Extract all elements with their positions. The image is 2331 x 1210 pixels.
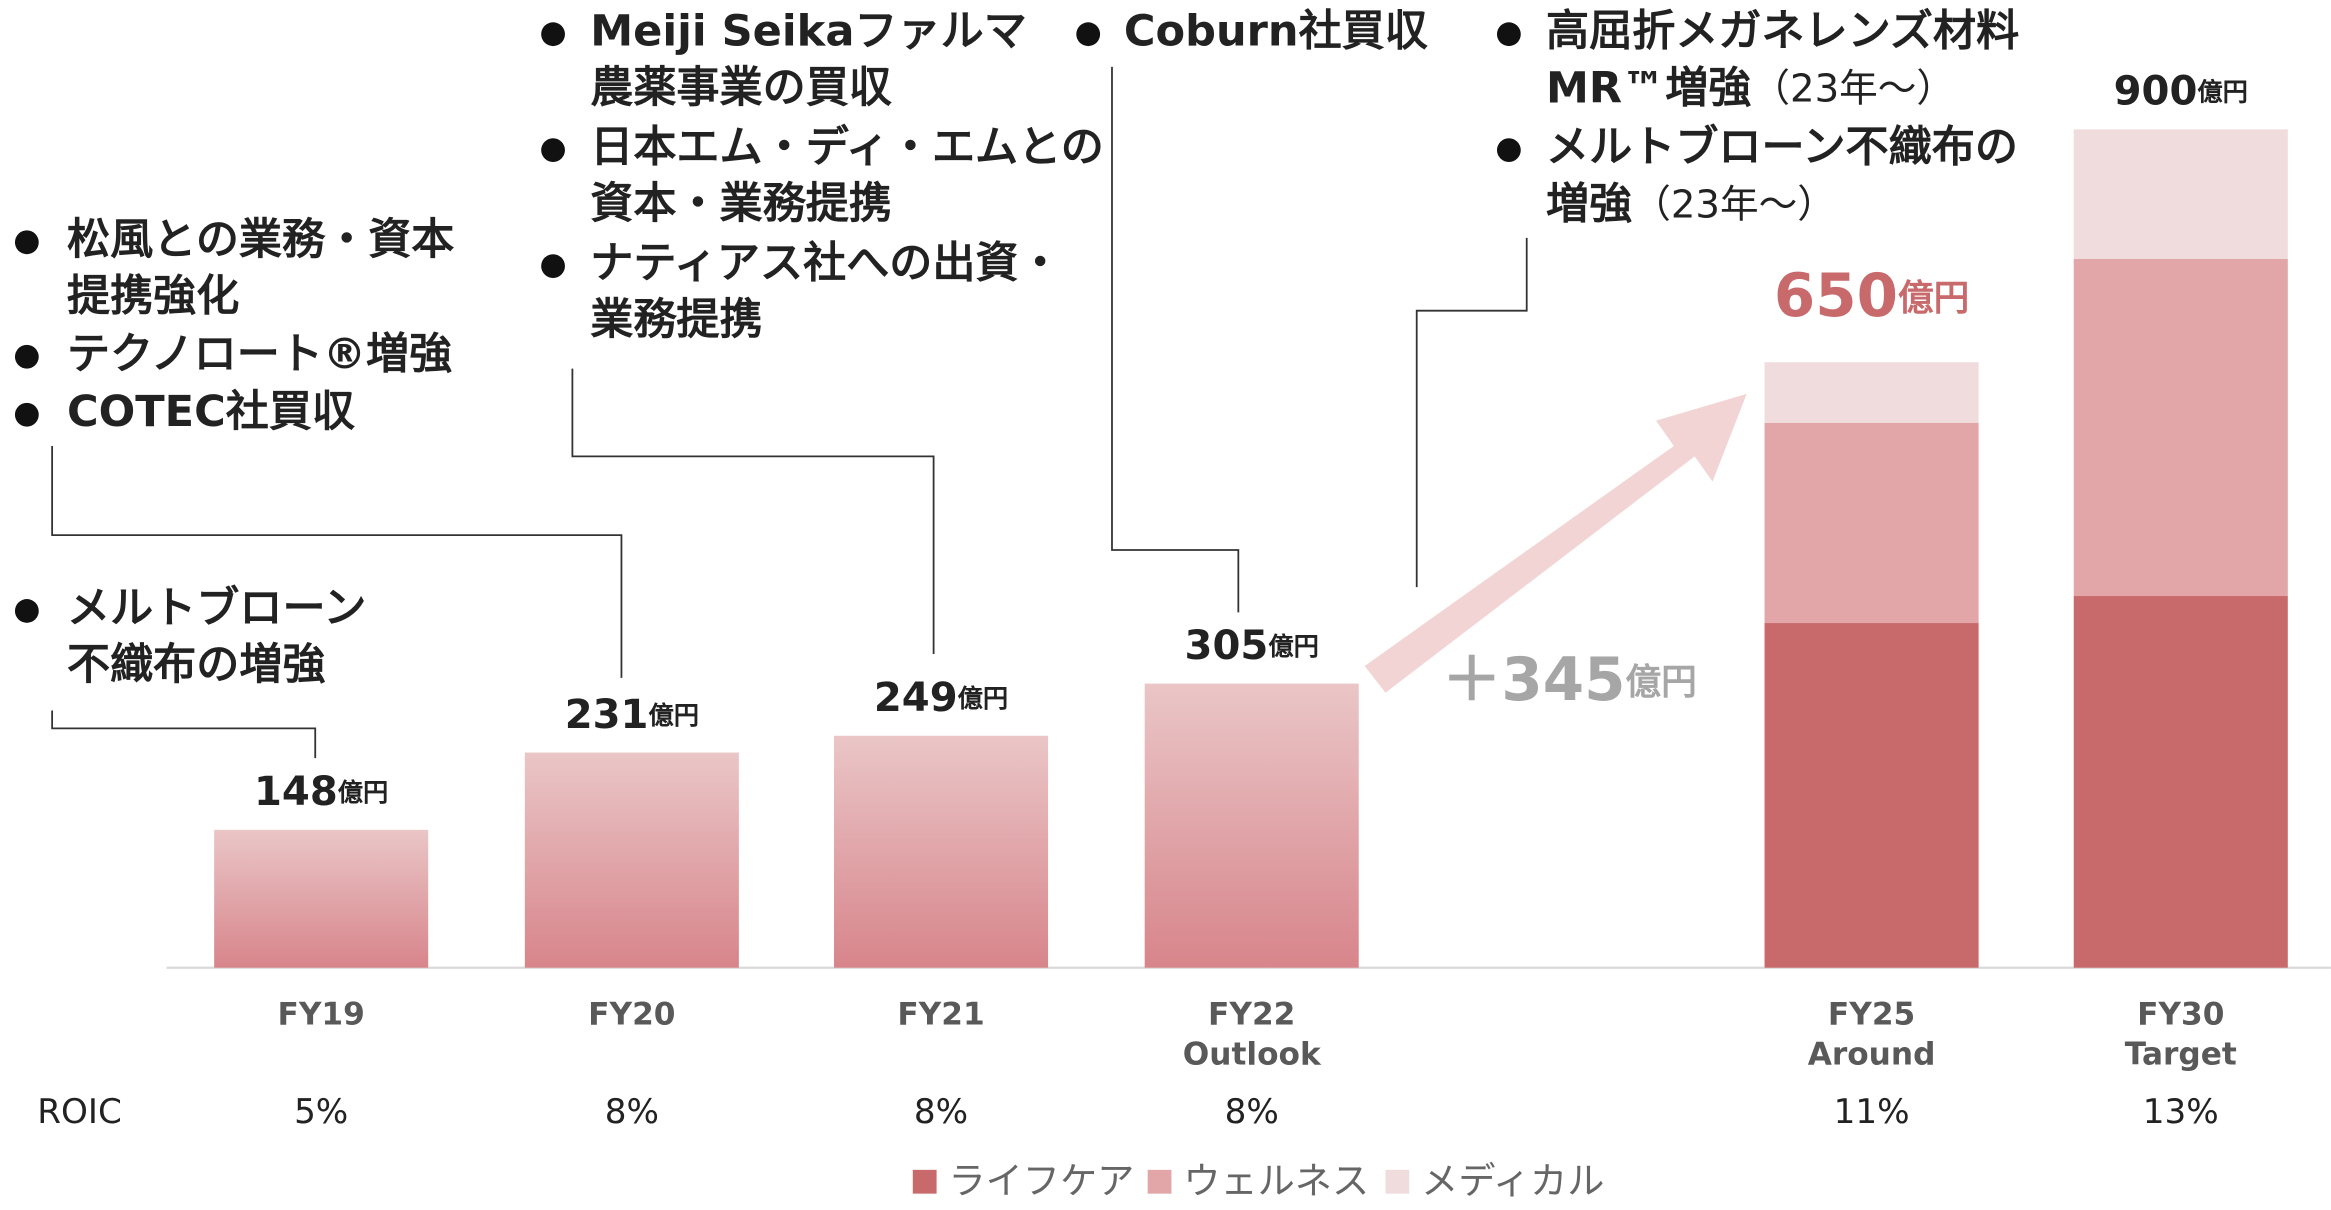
annotation-text: メルトブローン <box>67 583 367 633</box>
annotation-text: 日本エム・ディ・エムとの <box>590 123 1104 173</box>
legend-swatch <box>1385 1169 1410 1194</box>
total-label: 900億円 <box>2114 69 2248 115</box>
annotation-text: Coburn社買収 <box>1124 7 1429 57</box>
bullet <box>1496 138 1521 163</box>
annotation-text: MR™増強（23年〜） <box>1546 63 1955 113</box>
bullet <box>1076 22 1101 47</box>
annotation-text: 高屈折メガネレンズ材料 <box>1546 7 2019 57</box>
bullet <box>14 344 39 369</box>
roic-value: 8% <box>1225 1092 1279 1132</box>
bar-segment <box>1764 362 1979 423</box>
total-label: 231億円 <box>565 692 699 738</box>
x-tick-label: FY25 <box>1828 996 1915 1032</box>
x-tick-label: FY21 <box>897 996 984 1032</box>
roic-value: 5% <box>294 1092 348 1132</box>
bullet <box>1496 22 1521 47</box>
legend-label: ウェルネス <box>1183 1160 1369 1203</box>
total-unit: 億円 <box>338 778 389 807</box>
leader-line <box>51 710 317 759</box>
x-tick-label: Outlook <box>1183 1036 1322 1072</box>
total-value: 148 <box>254 769 338 815</box>
roic-value: 8% <box>605 1092 659 1132</box>
total-label: 249億円 <box>874 675 1008 721</box>
bar <box>524 752 739 968</box>
bar-segment <box>2073 258 2288 597</box>
total-unit: 億円 <box>1268 632 1319 661</box>
annotation-text: 増強（23年〜） <box>1546 179 1836 229</box>
annotation-text: テクノロート®増強 <box>67 329 452 379</box>
annotation-text: 提携強化 <box>67 271 239 321</box>
annotation-text: 不織布の増強 <box>67 640 326 690</box>
annotation-text: 松風との業務・資本 <box>67 215 454 265</box>
total-unit: 億円 <box>2197 78 2248 107</box>
total-unit: 億円 <box>1898 278 1969 319</box>
bar <box>1144 683 1359 968</box>
growth-label: ＋345億円 <box>1442 646 1697 715</box>
x-tick-label: FY30 <box>2137 996 2224 1032</box>
leader-line <box>51 445 623 678</box>
bullet <box>14 230 39 255</box>
x-tick-label: FY22 <box>1208 996 1295 1032</box>
leader-line <box>1111 66 1240 613</box>
bar-segment <box>2073 129 2288 259</box>
roic-value: 11% <box>1834 1092 1910 1132</box>
growth-unit: 億円 <box>1626 662 1697 703</box>
total-label: 650億円 <box>1774 262 1969 331</box>
annotation-note: （23年〜） <box>1751 66 1955 111</box>
x-tick-label: FY19 <box>278 996 365 1032</box>
total-unit: 億円 <box>958 684 1009 713</box>
total-label: 148億円 <box>254 769 388 815</box>
total-value: 900 <box>2114 69 2198 115</box>
legend-swatch <box>1147 1169 1172 1194</box>
leader-line <box>1415 237 1528 588</box>
roic-value: 8% <box>914 1092 968 1132</box>
annotation-text: 業務提携 <box>590 295 762 345</box>
legend-label: メディカル <box>1421 1160 1604 1203</box>
bullet <box>14 402 39 427</box>
bar-segment <box>1764 623 1979 968</box>
x-tick-label: Around <box>1808 1036 1936 1072</box>
bullet <box>14 599 39 623</box>
x-tick-label: Target <box>2125 1036 2237 1072</box>
bar-segment <box>2073 596 2288 968</box>
annotation-text: メルトブローン不織布の <box>1546 123 2018 173</box>
annotation-text: COTEC社買収 <box>67 387 356 437</box>
bullet <box>541 254 565 278</box>
legend-label: ライフケア <box>948 1160 1134 1203</box>
bar <box>834 735 1049 968</box>
x-tick-label: FY20 <box>588 996 675 1032</box>
bullet <box>541 22 565 47</box>
annotation-note: （23年〜） <box>1632 182 1836 227</box>
legend-swatch <box>912 1169 937 1194</box>
total-value: 305 <box>1185 623 1269 669</box>
growth-arrow <box>1364 393 1747 693</box>
growth-value: ＋345 <box>1442 646 1626 715</box>
bar-segment <box>1764 422 1979 624</box>
annotation-text: ナティアス社への出資・ <box>590 239 1061 289</box>
annotation-text: 資本・業務提携 <box>590 179 892 229</box>
annotation-text: 農薬事業の買収 <box>590 63 893 113</box>
roic-label: ROIC <box>37 1092 122 1132</box>
total-value: 650 <box>1774 262 1898 331</box>
leader-line <box>571 368 935 655</box>
total-unit: 億円 <box>648 701 699 730</box>
roic-value: 13% <box>2143 1092 2219 1132</box>
total-value: 249 <box>874 675 958 721</box>
bar <box>214 829 429 968</box>
annotation-main: 増強 <box>1546 179 1632 229</box>
annotation-text: Meiji Seikaファルマ <box>590 7 1027 57</box>
bullet <box>541 138 565 163</box>
total-value: 231 <box>565 692 649 738</box>
total-label: 305億円 <box>1185 623 1319 669</box>
annotation-main: MR™増強 <box>1546 63 1751 113</box>
